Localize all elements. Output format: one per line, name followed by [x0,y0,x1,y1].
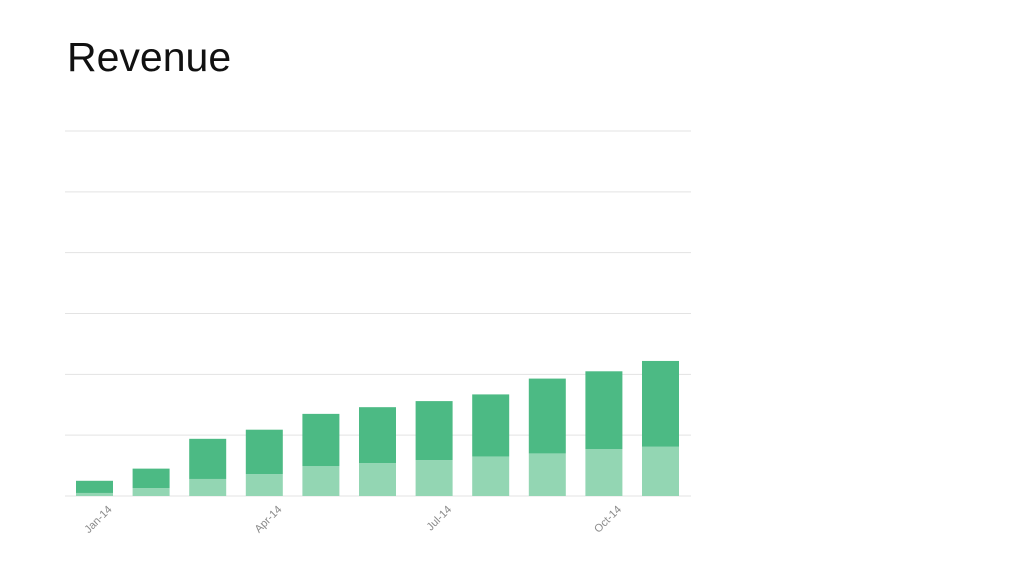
bar-segment-top [76,480,113,493]
slide-title: Revenue [67,34,232,80]
bar-segment-top [642,360,679,447]
bar-segment-top [132,468,170,489]
bar-segment-top [585,371,623,450]
bar-segment-top [415,401,453,461]
bar-segment-top [245,429,283,475]
bar-segment-bottom [302,466,340,496]
bar-segment-bottom [472,456,510,496]
bar-segment-top [472,394,510,457]
x-tick-label: Apr-14 [253,504,285,536]
bar-segment-bottom [528,453,566,496]
bar-segment-top [528,378,566,454]
x-axis-ticks: Jan-14 Apr-14 Jul-14 Oct-14 [82,504,624,536]
bar-segment-bottom [132,488,170,496]
bar-segment-bottom [415,460,453,496]
bar-segment-top [189,438,227,479]
x-tick-label: Jul-14 [425,504,455,534]
bar-segment-bottom [189,478,227,496]
x-tick-label: Jan-14 [82,504,114,536]
bar-segment-bottom [359,463,396,496]
bars [76,360,679,496]
bar-segment-top [302,413,340,467]
bar-segment-top [359,407,396,464]
bar-segment-bottom [76,492,113,496]
bar-segment-bottom [585,449,623,496]
x-tick-label: Oct-14 [592,504,624,536]
bar-segment-bottom [642,446,679,496]
bar-segment-bottom [245,474,283,496]
